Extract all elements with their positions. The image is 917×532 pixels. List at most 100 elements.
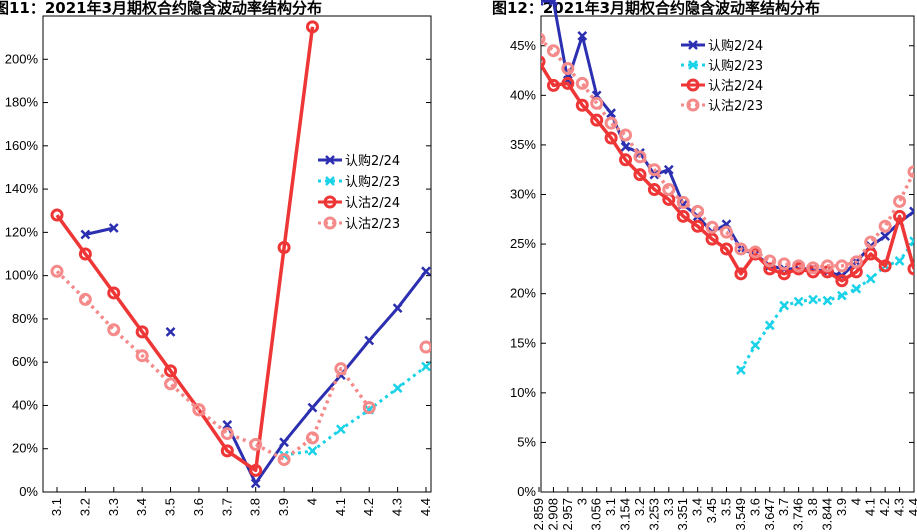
left-chart-x-tick-label: 3.6 — [191, 498, 206, 516]
left-chart-series-3-point — [164, 364, 178, 378]
right-chart-series-3-point — [763, 262, 777, 276]
left-chart-legend-label: 认购2/23 — [345, 174, 400, 190]
right-chart-series-1-point — [620, 142, 631, 152]
right-chart-series-4-point — [705, 220, 719, 234]
right-chart-y-tick-label: 30% — [510, 187, 536, 202]
left-chart-series-2-point — [307, 446, 318, 456]
right-chart-x-tick-label: 3.4 — [690, 498, 705, 516]
right-chart-legend-marker — [688, 60, 698, 70]
right-chart-x-tick-label: 3.351 — [675, 498, 690, 531]
right-chart-series-2-point — [851, 283, 862, 294]
right-chart-x-tick-label: 3.746 — [791, 498, 806, 531]
right-chart-series-3 — [541, 55, 914, 288]
right-chart-series-2-point — [865, 273, 876, 284]
right-chart-series-1-point — [548, 0, 559, 7]
right-chart-y-tick-label: 25% — [510, 236, 536, 251]
right-chart-series-4-point — [734, 242, 748, 256]
right-chart-y-tick-label: 20% — [510, 286, 536, 301]
right-chart-series-4-point — [676, 195, 690, 209]
right-chart-series-4-point — [590, 96, 604, 110]
left-chart-series-1-point — [222, 420, 233, 430]
right-chart-series-3-point — [676, 209, 690, 223]
left-chart-y-tick-label: 80% — [12, 311, 38, 326]
right-chart-series-1-point — [663, 164, 674, 175]
left-chart-series-3-point — [78, 247, 92, 261]
right-chart-series-3-point — [705, 232, 719, 246]
right-chart-series-4-point — [619, 128, 633, 142]
right-chart-x-tick-label: 3.253 — [646, 498, 661, 531]
right-chart-series-3-point — [590, 113, 604, 127]
left-chart-series-3-point — [249, 463, 263, 477]
left-chart-series-4-point — [78, 292, 92, 306]
right-chart-x-tick-label: 3.647 — [762, 498, 777, 531]
left-chart-series-1-point — [165, 327, 176, 337]
right-chart-series-1-point — [606, 108, 616, 119]
right-chart-legend-marker — [686, 78, 700, 92]
left-chart-x-tick-label: 4.1 — [333, 498, 348, 516]
left-chart-series-1-point — [108, 223, 119, 233]
right-chart-series-1-point — [909, 206, 914, 217]
left-plot-area — [42, 15, 432, 493]
left-chart-x-tick-label: 3.8 — [248, 498, 263, 516]
right-chart-series-3-point — [734, 267, 748, 281]
left-chart-series-2-point — [335, 424, 346, 435]
right-chart-series-2-point — [808, 294, 818, 305]
left-chart-series-1-point — [421, 266, 431, 277]
left-chart-legend-label: 认沽2/24 — [345, 196, 400, 211]
left-chart-series-4 — [50, 264, 431, 467]
right-chart-series-3-point — [864, 247, 878, 261]
right-chart-series-3-point — [835, 274, 849, 288]
left-chart-x-tick-label: 3.2 — [77, 498, 92, 516]
right-chart-x-tick-label: 3.154 — [618, 498, 633, 531]
right-chart-series-4-point — [691, 204, 705, 218]
left-chart: 0% 20% 40% 60% 80% 100% 120% 140% 160% 180% 200% 3.… — [5, 15, 433, 516]
right-chart-series-4-point — [647, 163, 661, 177]
right-chart-legend-marker — [688, 40, 698, 50]
right-chart-legend-label: 认购2/24 — [708, 38, 763, 54]
right-chart-series-3-point — [633, 168, 647, 182]
right-chart-series-2-point — [793, 296, 804, 307]
right-chart-series-1-point — [577, 30, 588, 41]
left-chart-series-3-point — [220, 444, 234, 458]
left-chart-y-tick-label: 40% — [12, 397, 38, 412]
right-chart-x-tick-label: 4.2 — [877, 498, 892, 516]
right-chart-x-tick-label: 3.844 — [819, 498, 834, 531]
right-chart-series-2-point — [779, 300, 790, 311]
right-chart-series-4-point — [575, 76, 589, 90]
left-chart-legend-label: 认沽2/23 — [345, 217, 400, 232]
right-chart-series-3-point — [541, 55, 546, 68]
right-chart-series-4-point — [662, 183, 676, 197]
left-chart-y-tick-label: 200% — [5, 51, 39, 66]
left-chart-series-4-point — [135, 349, 149, 363]
left-chart-x-tick-label: 4.3 — [390, 498, 405, 516]
right-chart-series-4-point — [561, 62, 575, 76]
right-chart-x-tick-label: 2.957 — [560, 498, 575, 531]
right-chart-series-4 — [541, 32, 914, 275]
left-chart-x-tick-label: 3.5 — [163, 498, 178, 516]
left-chart-legend-label: 认购2/24 — [345, 153, 400, 169]
left-chart-series-1-point — [307, 402, 318, 413]
right-chart-series-4-point — [820, 259, 834, 273]
left-chart-series-2 — [279, 361, 431, 461]
right-chart-series-4-point — [546, 44, 560, 58]
right-chart-x-tick-label: 3.7 — [776, 498, 791, 516]
left-chart-y-tick-label: 60% — [12, 354, 38, 369]
left-chart-series-3-point — [277, 241, 291, 255]
right-chart-x-tick-label: 3.3 — [661, 498, 676, 516]
left-chart-x-tick-label: 3.7 — [219, 498, 234, 516]
left-chart-series-1-line — [225, 270, 428, 485]
left-chart-series-1-point — [80, 229, 91, 240]
right-chart-series-4-point — [541, 32, 546, 45]
left-chart-x-tick-label: 3.1 — [49, 498, 64, 516]
left-chart-series-3-point — [135, 325, 149, 339]
left-chart-x-tick-label: 4 — [304, 498, 319, 505]
left-chart-series-2-point — [421, 361, 431, 372]
left-chart-y-tick-label: 180% — [5, 95, 39, 110]
right-chart-legend-marker — [686, 98, 700, 112]
left-chart-legend-marker — [323, 216, 337, 230]
right-chart-series-3-point — [561, 76, 575, 90]
left-chart-legend: 认购2/24 认购2/23 认沽2/24 认沽2/23 — [318, 153, 400, 232]
right-chart-legend-label: 认沽2/24 — [708, 79, 763, 94]
left-chart-series-1-point — [250, 478, 261, 489]
left-chart-x-tick-label: 4.2 — [361, 498, 376, 516]
